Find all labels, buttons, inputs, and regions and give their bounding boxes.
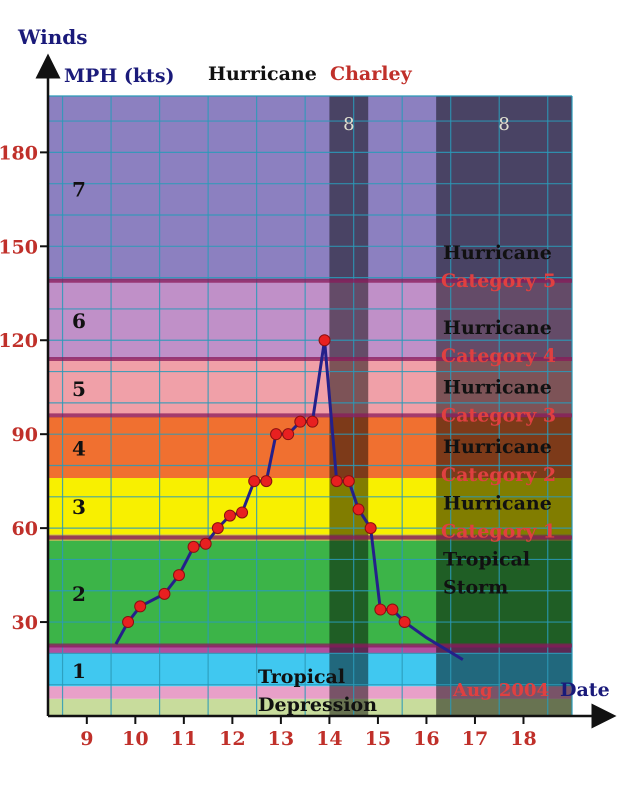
x-tick-label-10: 10 xyxy=(122,728,148,750)
level-number-4: 4 xyxy=(72,436,86,460)
data-point-13 xyxy=(282,428,295,441)
category-label-line1-4: Hurricane xyxy=(443,492,552,514)
category-label-line2-4: Category 1 xyxy=(441,520,556,542)
level-number-1: 1 xyxy=(72,659,86,683)
band-separators xyxy=(48,278,572,648)
band-2 xyxy=(48,653,572,687)
category-label-line1-3: Hurricane xyxy=(443,436,552,458)
category-label-line1-0: Hurricane xyxy=(443,242,552,264)
y-axis-label-units: MPH (kts) xyxy=(64,65,175,87)
y-tick-label-180: 180 xyxy=(0,142,38,164)
data-point-15 xyxy=(306,415,319,428)
data-point-1 xyxy=(122,616,135,629)
data-point-7 xyxy=(211,522,224,535)
data-point-18 xyxy=(342,475,355,488)
category-label-line2-2: Category 3 xyxy=(441,404,556,426)
band-4 xyxy=(48,540,572,646)
category-bands xyxy=(48,96,572,716)
data-point-22 xyxy=(386,603,399,616)
category-label-line1-2: Hurricane xyxy=(443,376,552,398)
level-number-3: 3 xyxy=(72,495,86,519)
x-tick-label-15: 15 xyxy=(365,728,391,750)
data-point-9 xyxy=(236,506,249,519)
category-label-line2-5: Storm xyxy=(443,577,508,599)
level-number-2: 2 xyxy=(72,582,86,606)
data-point-23 xyxy=(398,616,411,629)
level-number-5: 5 xyxy=(72,377,86,401)
y-axis-label-winds: Winds xyxy=(17,25,88,49)
data-point-6 xyxy=(199,537,212,550)
x-tick-label-14: 14 xyxy=(316,728,342,750)
shaded-period-0 xyxy=(329,96,369,716)
x-tick-label-17: 17 xyxy=(462,728,488,750)
y-tick-label-150: 150 xyxy=(0,236,38,258)
y-tick-label-90: 90 xyxy=(12,424,38,446)
data-point-3 xyxy=(158,587,171,600)
category-label-line1-1: Hurricane xyxy=(443,317,552,339)
date-note: Aug 2004 xyxy=(452,680,549,701)
shaded-periods xyxy=(329,96,572,716)
x-tick-label-16: 16 xyxy=(413,728,439,750)
band-10 xyxy=(48,96,572,281)
x-tick-label-18: 18 xyxy=(510,728,536,750)
shaded-period-label-1: 8 xyxy=(498,114,509,135)
band-6 xyxy=(48,478,572,535)
data-point-16 xyxy=(318,334,331,347)
grid-lines xyxy=(48,95,573,717)
data-point-5 xyxy=(187,540,200,553)
data-point-10 xyxy=(248,475,261,488)
band-8 xyxy=(48,359,572,417)
category-label-line2-3: Category 2 xyxy=(441,464,556,486)
x-axis-label: Date xyxy=(560,679,610,701)
level-number-6: 6 xyxy=(72,309,86,333)
data-point-17 xyxy=(330,475,343,488)
band-3 xyxy=(48,645,572,654)
data-point-14 xyxy=(294,415,307,428)
category-label-line2-6: Depression xyxy=(258,694,377,716)
data-point-8 xyxy=(223,509,236,522)
category-label-line1-5: Tropical xyxy=(443,549,530,571)
band-9 xyxy=(48,280,572,360)
data-point-21 xyxy=(374,603,387,616)
shaded-period-1 xyxy=(436,96,572,716)
x-tick-label-11: 11 xyxy=(171,728,197,750)
y-tick-label-30: 30 xyxy=(12,612,38,634)
band-0 xyxy=(48,698,572,716)
data-point-4 xyxy=(173,569,185,582)
data-point-20 xyxy=(364,522,377,535)
data-point-12 xyxy=(270,428,283,441)
y-tick-label-120: 120 xyxy=(0,330,38,352)
y-tick-label-60: 60 xyxy=(12,518,38,540)
data-point-2 xyxy=(134,600,147,613)
title-hurricane: Hurricane xyxy=(208,63,317,85)
category-labels: Hurricane Category 5 Hurricane Category 4 Hu… xyxy=(258,242,556,716)
category-label-line2-1: Category 4 xyxy=(441,345,556,367)
level-numbers: 1 2 3 4 5 6 7 xyxy=(72,177,86,682)
level-number-7: 7 xyxy=(72,177,86,201)
category-label-line2-0: Category 5 xyxy=(441,270,556,292)
x-tick-label-13: 13 xyxy=(268,728,294,750)
band-1 xyxy=(48,686,572,699)
shaded-period-label-0: 8 xyxy=(343,114,354,135)
data-point-11 xyxy=(260,475,273,488)
wind-series xyxy=(114,334,464,661)
x-tick-label-9: 9 xyxy=(80,728,93,750)
data-point-19 xyxy=(352,503,365,516)
category-label-line1-6: Tropical xyxy=(258,666,345,688)
title-charley: Charley xyxy=(330,63,413,85)
x-tick-label-12: 12 xyxy=(219,728,245,750)
